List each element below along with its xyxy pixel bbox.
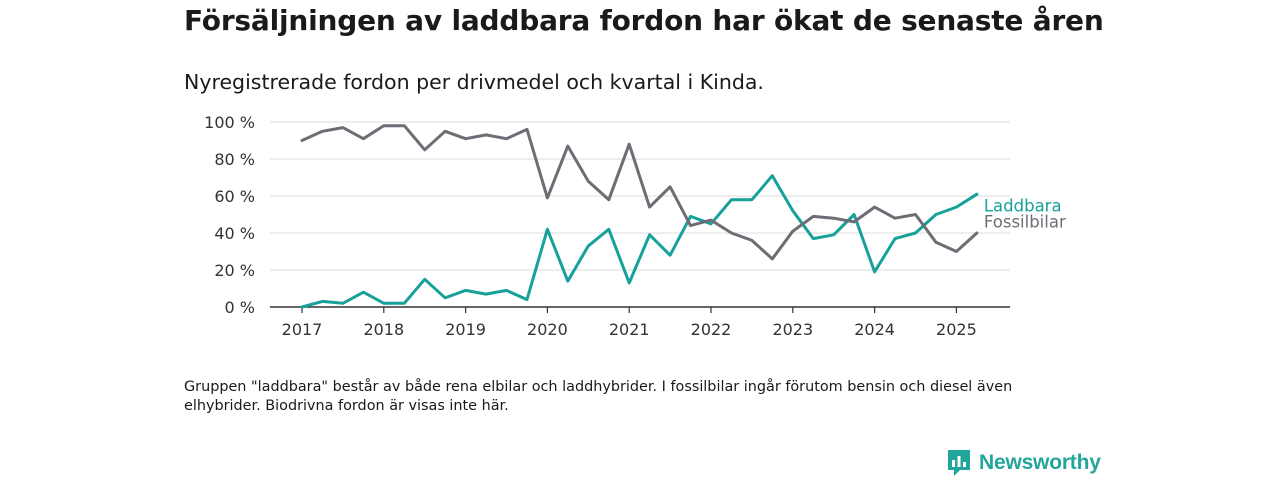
x-tick-label: 2022 [691, 320, 732, 339]
x-tick-label: 2023 [772, 320, 813, 339]
series-label-laddbara: Laddbara [984, 197, 1062, 216]
series-line-laddbara [300, 174, 979, 309]
series-lines [300, 124, 979, 309]
y-tick-label: 80 % [214, 150, 255, 169]
series-label-fossilbilar: Fossilbilar [984, 213, 1066, 232]
chart-subtitle: Nyregistrerade fordon per drivmedel och … [184, 70, 764, 94]
newsworthy-logo[interactable]: Newsworthy [947, 449, 1101, 477]
x-tick-label: 2020 [527, 320, 568, 339]
x-axis: 2017 2018 2019 2020 2021 2022 2023 2024 2025 [270, 306, 1010, 339]
y-tick-label: 100 % [204, 113, 255, 132]
y-tick-label: 20 % [214, 261, 255, 280]
x-tick-label: 2025 [936, 320, 977, 339]
chart-title: Försäljningen av laddbara fordon har öka… [184, 4, 1104, 37]
x-tick-label: 2017 [282, 320, 323, 339]
y-tick-label: 40 % [214, 224, 255, 243]
x-tick-label: 2018 [363, 320, 404, 339]
x-tick-label: 2021 [609, 320, 650, 339]
y-tick-label: 0 % [225, 298, 255, 317]
brand-name: Newsworthy [979, 451, 1101, 474]
bar-chart-icon [948, 450, 970, 476]
series-line-fossilbilar [300, 124, 979, 261]
x-tick-label: 2019 [445, 320, 486, 339]
y-tick-label: 60 % [214, 187, 255, 206]
x-tick-label: 2024 [854, 320, 895, 339]
y-axis-tick-labels: 0 % 20 % 40 % 60 % 80 % 100 % [204, 113, 255, 317]
footnote: Gruppen "laddbara" består av både rena e… [184, 379, 1013, 414]
gridlines [270, 121, 1010, 271]
